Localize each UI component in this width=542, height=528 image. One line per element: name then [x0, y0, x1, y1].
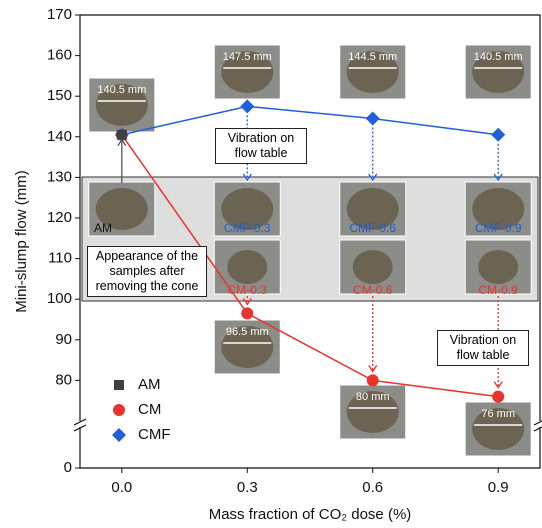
- y-axis-label: Mini-slump flow (mm): [13, 170, 30, 313]
- axis-break: [534, 419, 542, 425]
- value-label: 140.5 mm: [474, 51, 523, 63]
- marker: [113, 404, 125, 416]
- marker: [117, 130, 127, 140]
- sample-label: CMF-0.3: [224, 221, 271, 235]
- annotation: Vibration on flow table: [437, 330, 529, 366]
- y-tick-label: 0: [64, 459, 72, 476]
- marker: [491, 128, 505, 142]
- value-label: 140.5 mm: [97, 84, 146, 96]
- y-tick-label: 90: [55, 331, 72, 348]
- series-line: [122, 106, 498, 134]
- figure: 0 80 90 100 110 120 130 140 150 160 170 0.0 0.3 0.6 0.…: [0, 0, 542, 528]
- value-label: 76 mm: [481, 408, 515, 420]
- chart: 0 80 90 100 110 120 130 140 150 160 170 0.0 0.3 0.6 0.…: [0, 0, 542, 528]
- photo-sample: [478, 250, 518, 284]
- x-tick-label: 0.3: [237, 479, 258, 496]
- y-tick-label: 120: [47, 209, 72, 226]
- y-tick-label: 160: [47, 47, 72, 64]
- marker: [367, 374, 379, 386]
- sample-label: CM-0.6: [353, 283, 393, 297]
- marker: [240, 99, 254, 113]
- sample-label: CMF-0.9: [475, 221, 522, 235]
- marker: [241, 307, 253, 319]
- y-tick-label: 150: [47, 87, 72, 104]
- axis-break: [534, 425, 542, 431]
- x-tick-label: 0.0: [111, 479, 132, 496]
- y-tick-label: 170: [47, 6, 72, 23]
- marker: [114, 380, 124, 390]
- annotation: Appearance of the samples after removing…: [87, 246, 207, 297]
- marker: [366, 112, 380, 126]
- x-axis-label: Mass fraction of CO₂ dose (%): [209, 506, 412, 523]
- photo-sample: [227, 250, 267, 284]
- y-tick-label: 130: [47, 168, 72, 185]
- photo-sample: [353, 250, 393, 284]
- value-label: 80 mm: [356, 391, 390, 403]
- sample-label: CM-0.9: [479, 283, 519, 297]
- legend-label: AM: [138, 376, 161, 393]
- value-label: 96.5 mm: [226, 326, 269, 338]
- y-tick-label: 110: [48, 250, 72, 267]
- marker: [492, 391, 504, 403]
- x-tick-label: 0.6: [362, 479, 383, 496]
- sample-label: CMF-0.6: [349, 221, 396, 235]
- y-tick-label: 100: [47, 290, 72, 307]
- marker: [112, 428, 126, 442]
- legend-label: CM: [138, 401, 161, 418]
- sample-label: AM: [94, 221, 112, 235]
- annotation: Vibration on flow table: [215, 128, 307, 164]
- value-label: 144.5 mm: [348, 51, 397, 63]
- y-tick-label: 140: [47, 128, 72, 145]
- value-label: 147.5 mm: [223, 51, 272, 63]
- legend-label: CMF: [138, 426, 171, 443]
- x-tick-label: 0.9: [488, 479, 509, 496]
- y-tick-label: 80: [55, 371, 72, 388]
